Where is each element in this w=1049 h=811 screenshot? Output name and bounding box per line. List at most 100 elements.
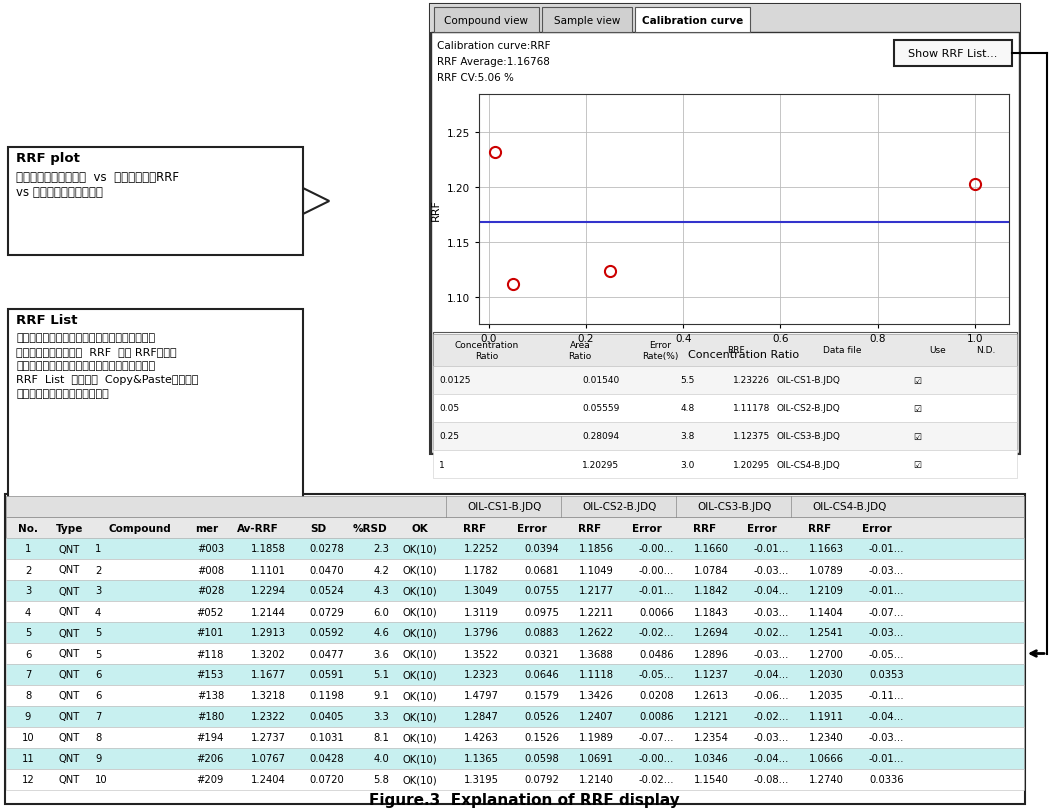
Text: QNT: QNT xyxy=(59,649,80,659)
Text: mer: mer xyxy=(195,523,218,533)
Text: RRF plot: RRF plot xyxy=(17,152,81,165)
FancyBboxPatch shape xyxy=(6,517,1024,539)
Text: OK(10): OK(10) xyxy=(402,628,436,637)
Text: 0.0792: 0.0792 xyxy=(524,775,559,784)
Text: 0.0278: 0.0278 xyxy=(309,544,344,554)
Text: 1.1101: 1.1101 xyxy=(251,564,286,575)
Text: 0.0975: 0.0975 xyxy=(524,607,559,616)
Text: 0.05: 0.05 xyxy=(438,404,459,413)
Text: 8: 8 xyxy=(25,691,31,701)
Text: 0.0598: 0.0598 xyxy=(524,753,559,764)
Text: OK(10): OK(10) xyxy=(402,670,436,680)
Text: QNT: QNT xyxy=(59,711,80,722)
Text: 1.1858: 1.1858 xyxy=(251,544,286,554)
Text: 0.0591: 0.0591 xyxy=(309,670,344,680)
Text: 3.6: 3.6 xyxy=(373,649,389,659)
Text: OIL-CS4-B.JDQ: OIL-CS4-B.JDQ xyxy=(776,460,840,469)
Text: No.: No. xyxy=(18,523,38,533)
Text: 5.5: 5.5 xyxy=(681,376,694,385)
Text: 2: 2 xyxy=(25,564,31,575)
Text: 1.1365: 1.1365 xyxy=(464,753,499,764)
Text: 0.1198: 0.1198 xyxy=(309,691,344,701)
Text: 1.2340: 1.2340 xyxy=(809,732,844,743)
Text: 10: 10 xyxy=(95,775,108,784)
Text: 3.3: 3.3 xyxy=(373,711,389,722)
Text: 1.1540: 1.1540 xyxy=(694,775,729,784)
Text: 5: 5 xyxy=(25,628,31,637)
FancyBboxPatch shape xyxy=(431,33,1019,453)
Text: OK(10): OK(10) xyxy=(402,544,436,554)
Text: QNT: QNT xyxy=(59,586,80,596)
Text: RRF: RRF xyxy=(693,523,716,533)
Text: 1.3426: 1.3426 xyxy=(579,691,614,701)
FancyBboxPatch shape xyxy=(433,335,1016,367)
Text: 1.1404: 1.1404 xyxy=(809,607,844,616)
Text: ☑: ☑ xyxy=(914,376,922,385)
Text: 1.2404: 1.2404 xyxy=(252,775,286,784)
Text: ☑: ☑ xyxy=(914,404,922,413)
Text: 6: 6 xyxy=(95,691,102,701)
Text: 1.3796: 1.3796 xyxy=(464,628,499,637)
Text: 4.8: 4.8 xyxy=(681,404,694,413)
Text: 1.23226: 1.23226 xyxy=(733,376,770,385)
Text: 1.0784: 1.0784 xyxy=(694,564,729,575)
Polygon shape xyxy=(105,500,176,530)
Text: Data file: Data file xyxy=(822,346,861,355)
Text: RRF: RRF xyxy=(578,523,601,533)
Text: 1.3202: 1.3202 xyxy=(251,649,286,659)
Text: 1.2211: 1.2211 xyxy=(579,607,614,616)
Text: 4: 4 xyxy=(25,607,31,616)
Text: 6: 6 xyxy=(95,670,102,680)
Text: 1.2407: 1.2407 xyxy=(579,711,614,722)
Text: 1.2030: 1.2030 xyxy=(809,670,844,680)
Text: %RSD: %RSD xyxy=(352,523,387,533)
Text: 0.0720: 0.0720 xyxy=(309,775,344,784)
Text: #206: #206 xyxy=(196,753,224,764)
Text: 1.0691: 1.0691 xyxy=(579,753,614,764)
Text: 1.1782: 1.1782 xyxy=(464,564,499,575)
Text: Compound: Compound xyxy=(108,523,171,533)
Text: 5.1: 5.1 xyxy=(373,670,389,680)
Text: 0.0066: 0.0066 xyxy=(639,607,675,616)
Text: #008: #008 xyxy=(197,564,224,575)
Text: 5.8: 5.8 xyxy=(373,775,389,784)
Text: SD: SD xyxy=(309,523,326,533)
Text: QNT: QNT xyxy=(59,544,80,554)
Text: -0.02...: -0.02... xyxy=(753,711,789,722)
Text: 1.1856: 1.1856 xyxy=(579,544,614,554)
FancyBboxPatch shape xyxy=(433,333,1016,449)
Text: 1.2323: 1.2323 xyxy=(464,670,499,680)
Text: 0.0405: 0.0405 xyxy=(309,711,344,722)
Text: 1: 1 xyxy=(95,544,102,554)
Text: 4.2: 4.2 xyxy=(373,564,389,575)
Text: 3.0: 3.0 xyxy=(681,460,694,469)
Text: 12: 12 xyxy=(22,775,35,784)
Text: 0.0486: 0.0486 xyxy=(640,649,675,659)
Text: -0.03...: -0.03... xyxy=(869,732,904,743)
Text: 0.0729: 0.0729 xyxy=(309,607,344,616)
Text: 1.1237: 1.1237 xyxy=(694,670,729,680)
Text: #153: #153 xyxy=(196,670,224,680)
Text: -0.03...: -0.03... xyxy=(753,649,789,659)
Text: Calibration curve: Calibration curve xyxy=(642,15,743,25)
Text: -0.01...: -0.01... xyxy=(753,544,789,554)
Text: QNT: QNT xyxy=(59,607,80,616)
Text: 4.0: 4.0 xyxy=(373,753,389,764)
X-axis label: Concentration Ratio: Concentration Ratio xyxy=(688,350,799,359)
Text: 0.0394: 0.0394 xyxy=(524,544,559,554)
Text: 9: 9 xyxy=(25,711,31,722)
FancyBboxPatch shape xyxy=(6,643,1024,664)
Text: 1.2622: 1.2622 xyxy=(579,628,614,637)
Text: 1.2613: 1.2613 xyxy=(694,691,729,701)
Text: -0.03...: -0.03... xyxy=(753,732,789,743)
Text: -0.00...: -0.00... xyxy=(639,753,675,764)
Text: OK(10): OK(10) xyxy=(402,753,436,764)
Text: -0.02...: -0.02... xyxy=(639,775,675,784)
Text: 1: 1 xyxy=(25,544,31,554)
Text: -0.05...: -0.05... xyxy=(869,649,904,659)
Text: 1.2896: 1.2896 xyxy=(694,649,729,659)
Text: 1.3522: 1.3522 xyxy=(464,649,499,659)
Text: -0.03...: -0.03... xyxy=(869,564,904,575)
Text: 1.1660: 1.1660 xyxy=(694,544,729,554)
Text: OK: OK xyxy=(411,523,428,533)
